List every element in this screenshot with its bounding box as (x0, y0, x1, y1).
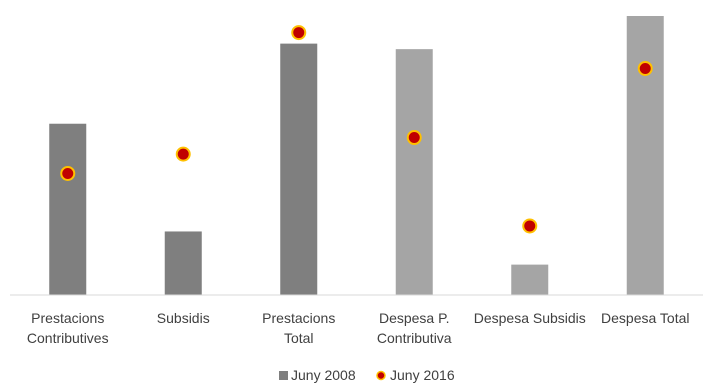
legend-label-series-2: Juny 2016 (390, 367, 455, 383)
labels-layer: Prestacions Contributives Subsidis Prestaci… (27, 310, 690, 346)
bar-4 (395, 49, 433, 295)
category-label-5: Despesa Subsidis (474, 310, 586, 326)
marker-4 (406, 130, 422, 146)
legend-label-series-1: Juny 2008 (291, 367, 356, 383)
category-label-3: Prestacions Total (262, 310, 335, 346)
category-label-line: Contributiva (377, 330, 452, 346)
category-label-line: Despesa Total (601, 310, 689, 326)
category-label-line: Despesa Subsidis (474, 310, 586, 326)
category-label-line: Total (284, 330, 314, 346)
bars-layer (49, 16, 664, 296)
category-label-line: Prestacions (31, 310, 104, 326)
marker-3 (291, 25, 307, 41)
bar-3 (280, 43, 318, 295)
category-label-line: Subsidis (157, 310, 210, 326)
category-label-2: Subsidis (157, 310, 210, 326)
marker-5 (522, 218, 538, 234)
category-label-line: Despesa P. (379, 310, 450, 326)
markers-layer (60, 25, 653, 234)
category-label-6: Despesa Total (601, 310, 689, 326)
category-label-1: Prestacions Contributives (27, 310, 109, 346)
bar-1 (49, 123, 87, 296)
category-label-line: Contributives (27, 330, 109, 346)
legend: Juny 2008 Juny 2016 (279, 367, 455, 383)
marker-6 (637, 60, 653, 76)
bar-5 (511, 264, 549, 295)
legend-swatch-marker (376, 370, 386, 381)
bar-2 (164, 231, 202, 295)
category-label-4: Despesa P. Contributiva (377, 310, 452, 346)
marker-2 (175, 146, 191, 162)
marker-1 (60, 165, 76, 181)
bar-6 (626, 16, 664, 295)
legend-swatch-bar (279, 371, 288, 380)
category-label-line: Prestacions (262, 310, 335, 326)
